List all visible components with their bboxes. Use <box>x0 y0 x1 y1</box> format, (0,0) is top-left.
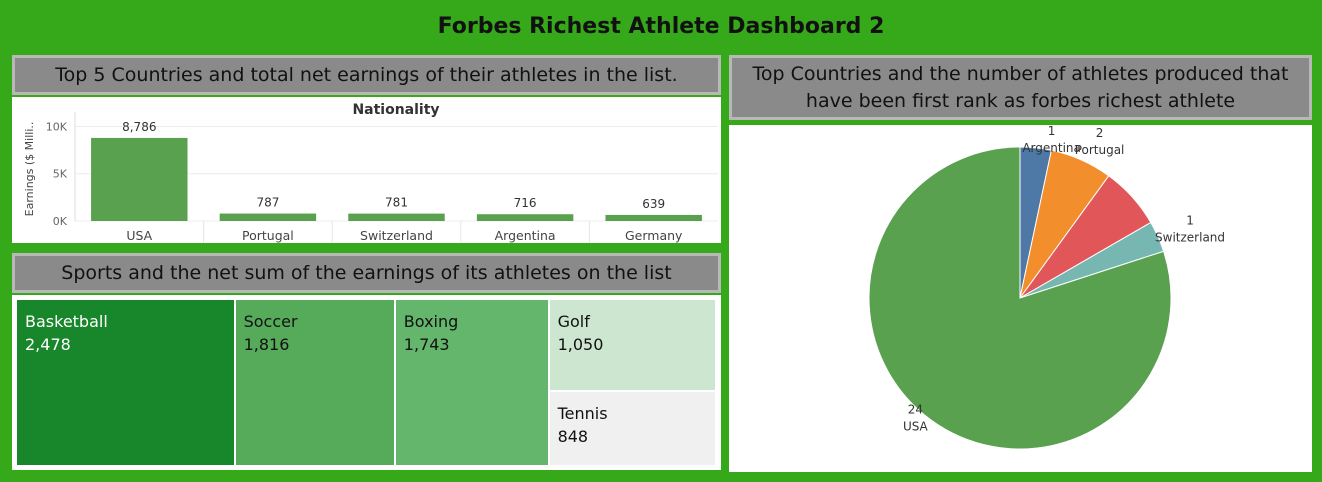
bar-argentina[interactable] <box>476 214 574 221</box>
bar-y-tick-label: 10K <box>46 120 68 133</box>
pie-count-label: 2 <box>1096 126 1104 140</box>
pie-chart: 1 Argentina 2 Portugal 1 Switzerland 24 USA <box>868 124 1225 450</box>
bar-category-label: USA <box>126 228 152 243</box>
bar-category-label: Switzerland <box>360 228 433 243</box>
pie-name-label: Portugal <box>1075 143 1125 157</box>
treemap-label: Golf <box>557 312 590 331</box>
treemap-label: Soccer <box>243 312 298 331</box>
treemap-value: 848 <box>557 427 589 447</box>
treemap-value: 1,743 <box>403 335 450 354</box>
bar-value-label: 781 <box>385 196 408 210</box>
bar-portugal[interactable] <box>219 213 317 221</box>
bar-category-label: Germany <box>625 228 683 243</box>
treemap-label: Boxing <box>403 312 459 331</box>
treemap-label: Basketball <box>25 312 108 331</box>
bar-y-tick-label: 5K <box>53 168 68 181</box>
bar-y-tick-label: 0K <box>53 215 68 228</box>
pie-chart-panel: 1 Argentina 2 Portugal 1 Switzerland 24 USA <box>729 124 1312 472</box>
pie-name-label: Argentina <box>1022 141 1081 155</box>
treemap-cell-soccer[interactable]: Soccer 1,816 <box>235 300 394 465</box>
treemap-panel-header: Sports and the net sum of the earnings o… <box>12 253 721 293</box>
dashboard-title: Forbes Richest Athlete Dashboard 2 <box>437 14 885 39</box>
bar-value-label: 8,786 <box>122 120 156 134</box>
bar-chart-title: Nationality <box>352 102 439 118</box>
pie-panel-header: Top Countries and the number of athletes… <box>729 55 1312 120</box>
pie-count-label: 1 <box>1186 214 1194 228</box>
treemap-cell-tennis[interactable]: Tennis 848 <box>549 392 715 465</box>
bar-y-axis-label: Earnings ($ Milli.. <box>23 122 36 217</box>
bar-value-label: 716 <box>514 196 537 210</box>
bar-chart-panel: Nationality Earnings ($ Milli.. 0K 5K 10K 8,7… <box>12 97 721 243</box>
treemap-cell-basketball[interactable]: Basketball 2,478 <box>17 300 234 465</box>
bar-category-label: Portugal <box>242 228 294 243</box>
bar-germany[interactable] <box>605 214 702 221</box>
treemap-cell-golf[interactable]: Golf 1,050 <box>549 300 715 391</box>
bar-chart: Nationality Earnings ($ Milli.. 0K 5K 10K 8,7… <box>23 102 718 243</box>
bar-value-label: 787 <box>256 196 279 210</box>
bar-usa[interactable] <box>91 137 188 221</box>
treemap-value: 1,816 <box>243 335 290 354</box>
bar-category-label: Argentina <box>495 228 556 243</box>
treemap-cell-boxing[interactable]: Boxing 1,743 <box>395 300 548 465</box>
treemap-value: 1,050 <box>557 335 604 354</box>
pie-name-label: Switzerland <box>1155 231 1225 245</box>
treemap-chart: Basketball 2,478 Soccer 1,816 Boxing 1,743 Gol… <box>12 295 721 470</box>
pie-count-label: 24 <box>908 402 923 416</box>
bar-panel-header: Top 5 Countries and total net earnings o… <box>12 55 721 95</box>
treemap-panel: Basketball 2,478 Soccer 1,816 Boxing 1,743 Gol… <box>12 295 721 470</box>
pie-count-label: 1 <box>1048 125 1056 138</box>
bar-value-label: 639 <box>642 197 665 211</box>
pie-slice-usa[interactable] <box>868 146 1172 450</box>
treemap-label: Tennis <box>557 404 608 424</box>
pie-name-label: USA <box>903 419 929 433</box>
treemap-value: 2,478 <box>25 335 71 354</box>
bar-switzerland[interactable] <box>348 213 445 221</box>
